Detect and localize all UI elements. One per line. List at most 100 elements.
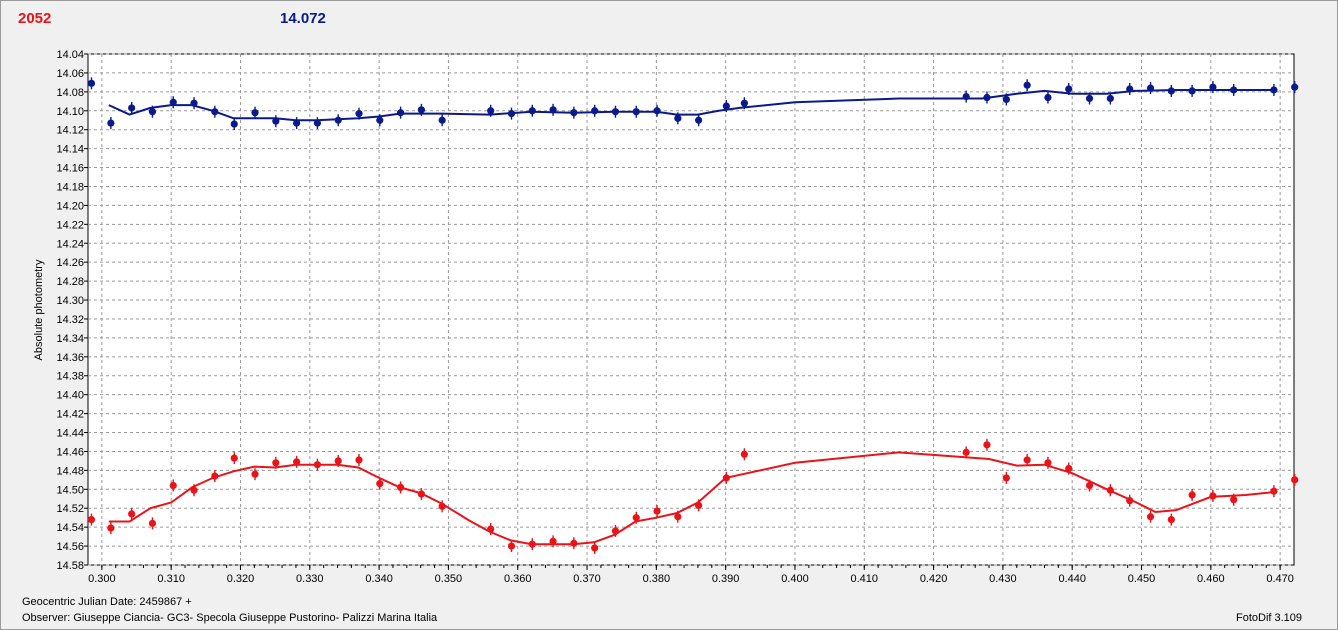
data-point: [1146, 84, 1155, 92]
data-point: [169, 481, 177, 490]
data-point: [674, 114, 682, 122]
data-point: [1270, 86, 1278, 94]
data-point: [487, 107, 495, 115]
y-tick-label: 14.22: [56, 219, 84, 231]
x-tick-label: 0.420: [920, 573, 948, 585]
series-layer: [87, 77, 1299, 554]
y-tick-label: 14.46: [56, 446, 84, 458]
data-point: [1167, 87, 1175, 95]
y-tick-label: 14.30: [56, 295, 84, 307]
data-point: [570, 109, 578, 117]
data-point: [1230, 86, 1238, 94]
y-tick-label: 14.42: [56, 409, 84, 421]
y-tick-label: 14.24: [56, 238, 84, 250]
x-tick-label: 0.330: [296, 573, 324, 585]
data-point: [87, 515, 96, 524]
data-point: [190, 99, 198, 107]
data-point: [128, 510, 136, 518]
data-point: [107, 524, 115, 532]
y-axis: 14.04 14.06 14.08 14.10 14.12 14.14 14.16 14.18…: [56, 49, 88, 572]
data-point: [396, 483, 405, 492]
data-point: [528, 107, 536, 115]
data-point: [962, 92, 970, 101]
y-tick-label: 14.56: [56, 541, 84, 553]
y-tick-label: 14.26: [56, 257, 84, 269]
x-tick-label: 0.300: [88, 573, 116, 585]
y-tick-label: 14.28: [56, 276, 84, 288]
observer-label: Observer: Giuseppe Ciancia- GC3- Specola…: [22, 612, 438, 624]
x-tick-label: 0.350: [435, 573, 463, 585]
data-point: [1106, 486, 1114, 494]
data-point: [487, 525, 495, 533]
data-point: [1146, 513, 1155, 521]
data-point: [722, 102, 730, 110]
data-point: [722, 474, 730, 482]
data-point: [653, 507, 661, 515]
data-point: [417, 106, 425, 114]
data-point: [674, 513, 682, 521]
data-point: [1065, 85, 1073, 93]
data-point: [1106, 94, 1114, 103]
grid-lines: [88, 53, 1294, 566]
software-label: FotoDif 3.109: [1236, 612, 1303, 624]
y-tick-label: 14.44: [56, 428, 84, 440]
x-tick-label: 0.390: [712, 573, 740, 585]
data-point: [1126, 497, 1134, 505]
data-point: [190, 486, 198, 494]
y-tick-label: 14.48: [56, 465, 84, 477]
y-tick-label: 14.40: [56, 390, 84, 402]
data-point: [1085, 94, 1094, 103]
data-point: [1044, 459, 1052, 467]
data-point: [396, 109, 405, 117]
y-tick-label: 14.08: [56, 87, 84, 99]
data-point: [1209, 83, 1217, 91]
data-point: [1230, 496, 1238, 504]
data-point: [293, 119, 301, 127]
y-tick-label: 14.10: [56, 106, 84, 118]
data-point: [313, 461, 322, 469]
data-point: [87, 79, 96, 87]
data-point: [1085, 481, 1094, 490]
y-tick-label: 14.20: [56, 200, 84, 212]
data-point: [983, 93, 991, 102]
x-tick-label: 0.320: [227, 573, 255, 585]
data-point: [1167, 515, 1175, 524]
data-point: [334, 116, 342, 124]
data-point: [272, 117, 280, 125]
data-point: [169, 98, 177, 106]
data-point: [740, 99, 748, 107]
data-point: [230, 120, 238, 128]
data-point: [251, 470, 259, 478]
data-point: [632, 514, 640, 522]
data-point: [1291, 476, 1299, 484]
y-tick-label: 14.04: [56, 49, 84, 61]
data-point: [107, 119, 115, 127]
data-point: [507, 542, 516, 550]
data-point: [293, 458, 301, 466]
data-point: [272, 459, 280, 467]
y-tick-label: 14.34: [56, 333, 84, 345]
series-1: [87, 77, 1299, 131]
data-point: [438, 502, 446, 510]
y-tick-label: 14.12: [56, 125, 84, 137]
data-point: [695, 501, 703, 509]
data-point: [211, 472, 219, 480]
data-point: [334, 457, 342, 465]
data-point: [1023, 81, 1031, 89]
data-point: [507, 110, 516, 118]
data-point: [1270, 487, 1278, 495]
data-point: [211, 108, 219, 116]
y-tick-label: 14.54: [56, 522, 84, 534]
plot-area: [87, 53, 1295, 566]
data-point: [1291, 83, 1299, 91]
x-tick-label: 0.310: [157, 573, 185, 585]
data-point: [1209, 492, 1217, 500]
data-point: [355, 456, 363, 464]
x-tick-label: 0.370: [573, 573, 601, 585]
y-tick-label: 14.14: [56, 144, 84, 156]
data-point: [611, 527, 620, 535]
y-tick-label: 14.18: [56, 181, 84, 193]
data-point: [1044, 93, 1052, 102]
data-point: [611, 108, 620, 116]
